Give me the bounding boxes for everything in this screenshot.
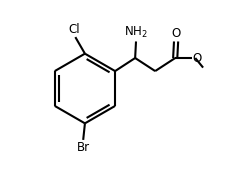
Text: NH$_2$: NH$_2$ (124, 25, 148, 40)
Text: Br: Br (76, 141, 90, 154)
Text: O: O (192, 52, 202, 64)
Text: O: O (172, 27, 181, 40)
Text: Cl: Cl (69, 23, 80, 36)
